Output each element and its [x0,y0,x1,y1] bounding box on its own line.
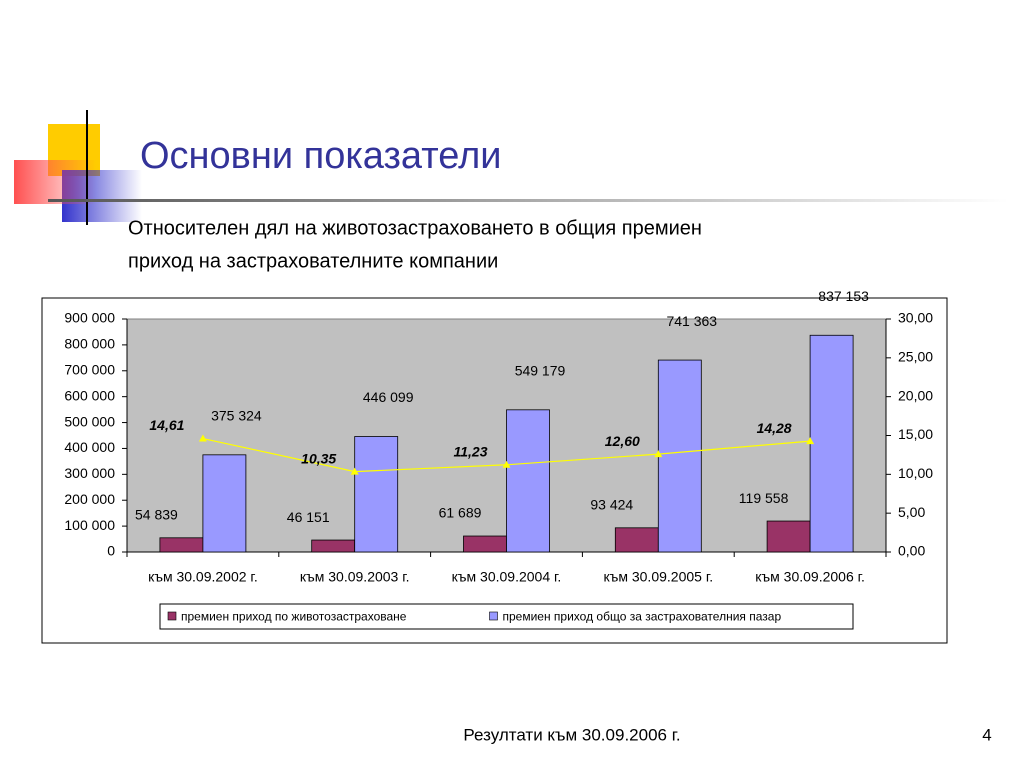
bar [506,409,550,553]
bar [202,454,247,553]
data-label: 14,61 [149,417,184,433]
y2-tick-label: 30,00 [898,310,933,326]
y-tick-label: 100 000 [64,517,115,533]
chart: 0 100 000 200 000 300 000 400 000 500 000 600 … [64,288,933,630]
bar [614,527,659,553]
subtitle: Относителен дял на животозастраховането … [128,217,702,239]
data-label: 93 424 [590,497,633,513]
data-label: 10,35 [301,450,336,466]
x-tick-label: към 30.09.2005 г. [603,569,713,585]
y2-tick-label: 10,00 [898,465,933,481]
slide-title: Основни показатели [140,135,501,177]
y-tick-label: 700 000 [64,361,115,377]
bar [766,520,811,553]
line-marker [350,467,359,475]
subtitle: приход на застрахователните компании [128,250,498,272]
data-label: 837 153 [818,288,869,304]
line-marker [806,437,815,445]
y2-tick-label: 15,00 [898,426,933,442]
y-tick-label: 300 000 [64,465,115,481]
bar [657,359,702,553]
y2-tick-label: 5,00 [898,504,925,520]
y-tick-label: 200 000 [64,491,115,507]
y-tick-label: 400 000 [64,439,115,455]
line-marker [502,460,511,468]
data-label: 119 558 [739,490,789,506]
data-label: 14,28 [757,420,792,436]
data-label: 54 839 [135,507,178,523]
y-tick-label: 0 [107,543,115,559]
y-tick-label: 600 000 [64,387,115,403]
bar [354,436,399,553]
data-label: 549 179 [515,363,566,379]
bar [311,539,356,553]
legend [159,603,854,630]
legend-swatch [167,611,177,621]
data-label: 12,60 [605,433,640,449]
y-tick-label: 500 000 [64,413,115,429]
x-tick-label: към 30.09.2002 г. [148,569,258,585]
y2-tick-label: 0,00 [898,543,925,559]
line-marker [654,450,663,458]
x-tick-label: към 30.09.2004 г. [452,569,562,585]
legend-label: премиен приход общо за застрахователния … [503,610,782,624]
bar [463,535,507,553]
title-rule [48,199,1008,202]
legend-label: премиен приход по животозастраховане [181,610,407,624]
y-tick-label: 900 000 [64,310,115,326]
y2-tick-label: 20,00 [898,387,933,403]
bar [809,334,854,553]
data-label: 375 324 [211,408,262,424]
line-marker [198,434,207,442]
legend-swatch [489,611,498,621]
bar [159,537,204,553]
logo [14,110,142,225]
page-number: 4 [982,725,991,744]
x-tick-label: към 30.09.2006 г. [755,569,865,585]
data-label: 61 689 [439,505,482,521]
y-tick-label: 800 000 [64,336,115,352]
data-label: 46 151 [287,509,330,525]
y2-tick-label: 25,00 [898,349,933,365]
footer: Резултати към 30.09.2006 г. [463,725,680,744]
data-label: 11,23 [454,443,488,459]
data-label: 446 099 [363,389,414,405]
data-label: 741 363 [666,313,717,329]
x-tick-label: към 30.09.2003 г. [300,569,410,585]
